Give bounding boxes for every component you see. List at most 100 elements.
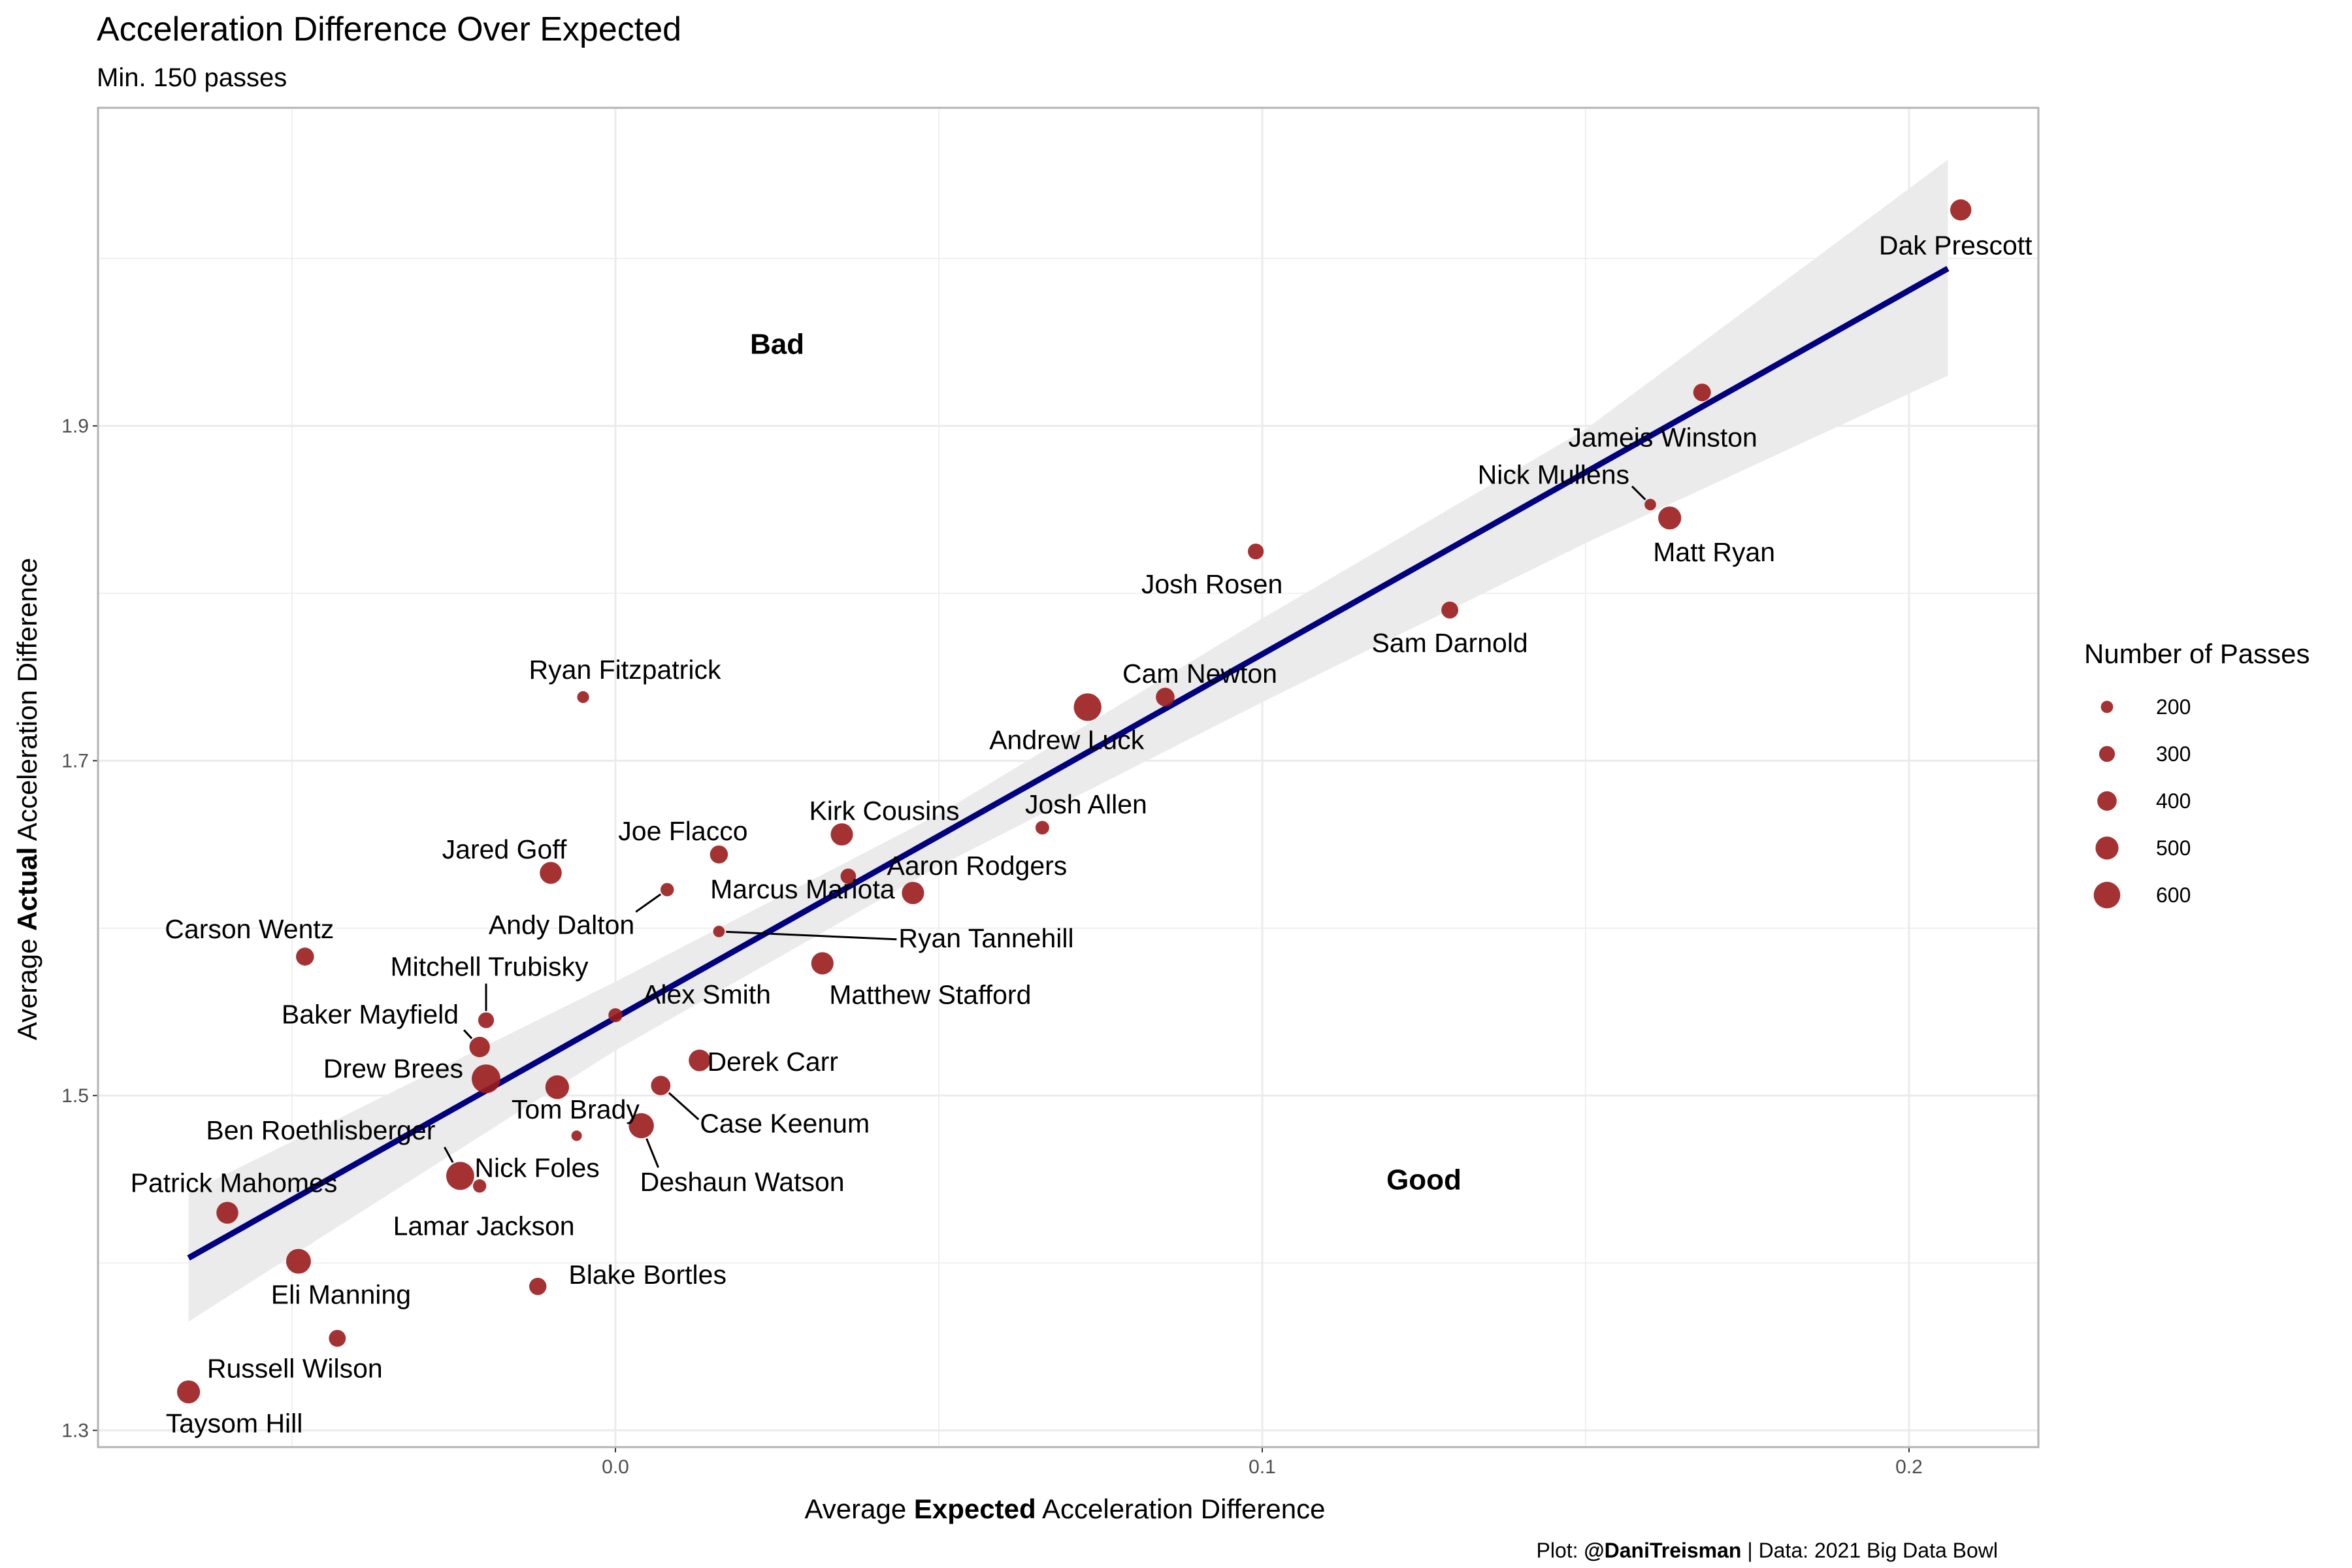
point-label: Ben Roethlisberger [206, 1115, 435, 1145]
point-label: Joe Flacco [618, 816, 747, 846]
legend-label: 200 [2156, 695, 2191, 719]
point-label: Marcus Mariota [710, 874, 895, 904]
data-point [1644, 498, 1656, 511]
point-label: Josh Rosen [1141, 569, 1283, 599]
data-point [1950, 199, 1972, 221]
data-point [1658, 506, 1682, 530]
point-label: Eli Manning [271, 1280, 411, 1310]
data-point [296, 947, 314, 966]
point-label: Andrew Luck [989, 725, 1145, 755]
point-label: Andy Dalton [489, 910, 634, 940]
point-label: Ryan Tannehill [898, 923, 1073, 953]
label-leader-line [668, 1092, 700, 1120]
fit-line [187, 266, 1950, 1261]
label-leader-line [463, 1029, 473, 1039]
size-legend: Number of Passes 200 300 400 500 600 [2084, 638, 2310, 909]
point-label: Case Keenum [700, 1109, 870, 1139]
data-point [1156, 687, 1175, 707]
region-label-good: Good [1386, 1164, 1462, 1196]
label-leader-line [726, 930, 897, 941]
data-point [661, 883, 674, 896]
point-label: Nick Foles [474, 1152, 599, 1183]
data-point [216, 1201, 238, 1224]
point-label: Aaron Rodgers [887, 851, 1068, 881]
point-label: Taysom Hill [166, 1408, 303, 1438]
data-point [478, 1012, 495, 1028]
y-tick-label: 1.9 [61, 416, 89, 437]
data-point [902, 881, 924, 904]
data-point [472, 1064, 500, 1094]
data-point [1441, 601, 1459, 619]
chart-subtitle: Min. 150 passes [97, 63, 287, 92]
y-tick-label: 1.3 [61, 1420, 89, 1441]
point-label: Baker Mayfield [282, 1000, 459, 1030]
y-tick-label: 1.7 [61, 750, 89, 772]
y-axis-title: Average Actual Acceleration Difference [12, 558, 42, 1041]
point-label: Alex Smith [643, 979, 771, 1009]
data-point [286, 1249, 311, 1274]
point-label: Mitchell Trubisky [390, 952, 589, 982]
legend-key [2095, 836, 2119, 860]
point-label: Tom Brady [512, 1094, 640, 1124]
x-tick-label: 0.2 [1895, 1456, 1923, 1478]
point-label: Deshaun Watson [640, 1167, 845, 1197]
point-label: Jameis Winston [1569, 423, 1757, 453]
point-label: Matthew Stafford [829, 979, 1031, 1009]
point-label: Josh Allen [1025, 789, 1147, 819]
x-tick-label: 0.1 [1249, 1456, 1276, 1478]
data-point [830, 823, 853, 846]
point-label: Carson Wentz [165, 914, 334, 944]
label-leader-line [645, 1138, 659, 1168]
point-label: Ryan Fitzpatrick [529, 655, 721, 685]
y-tick-label: 1.5 [61, 1085, 89, 1107]
data-point [329, 1330, 346, 1347]
x-tick-label: 0.0 [602, 1456, 629, 1478]
data-point [472, 1179, 487, 1193]
legend-label: 500 [2156, 836, 2191, 860]
legend-key [2097, 791, 2117, 811]
point-label: Nick Mullens [1478, 459, 1629, 489]
chart-title: Acceleration Difference Over Expected [97, 10, 681, 48]
legend-key [2093, 881, 2121, 909]
plot-caption: Plot: @DaniTreisman | Data: 2021 Big Dat… [1536, 1539, 1998, 1562]
point-label: Jared Goff [442, 834, 567, 864]
label-leader-line [444, 1147, 454, 1164]
legend-label: 300 [2156, 742, 2191, 766]
point-label: Cam Newton [1122, 659, 1277, 689]
data-point [710, 845, 728, 864]
data-point [1073, 693, 1102, 721]
data-point [540, 862, 562, 884]
data-point [629, 1113, 654, 1139]
data-point [651, 1075, 671, 1096]
x-axis-title: Average Expected Acceleration Difference [805, 1494, 1326, 1524]
legend-label: 400 [2156, 789, 2191, 813]
data-point [840, 868, 857, 885]
data-point [608, 1008, 623, 1022]
data-point [176, 1380, 201, 1404]
label-leader-line [1631, 485, 1646, 500]
point-label: Russell Wilson [207, 1353, 383, 1383]
data-point [713, 925, 725, 938]
legend-title: Number of Passes [2084, 638, 2310, 669]
legend-label: 600 [2156, 883, 2191, 907]
data-point [446, 1162, 474, 1190]
data-point [469, 1036, 490, 1058]
point-label: Lamar Jackson [393, 1211, 575, 1241]
point-label: Dak Prescott [1879, 230, 2033, 260]
data-point [571, 1130, 582, 1141]
data-point [545, 1075, 570, 1100]
point-label: Blake Bortles [568, 1260, 727, 1290]
confidence-band [188, 159, 1948, 1322]
data-point [811, 952, 834, 975]
point-label: Kirk Cousins [809, 796, 959, 826]
point-label: Derek Carr [707, 1047, 838, 1077]
data-point [529, 1277, 547, 1296]
data-point [1035, 821, 1049, 835]
plot-panel: 0.0 0.1 0.2 1.3 1.5 1.7 1.9 Dak Prescott Jameis … [61, 106, 2040, 1478]
data-point [1693, 384, 1711, 402]
data-point [689, 1049, 711, 1071]
point-label: Patrick Mahomes [131, 1168, 338, 1198]
legend-key [2099, 745, 2115, 762]
region-label-bad: Bad [750, 329, 804, 361]
